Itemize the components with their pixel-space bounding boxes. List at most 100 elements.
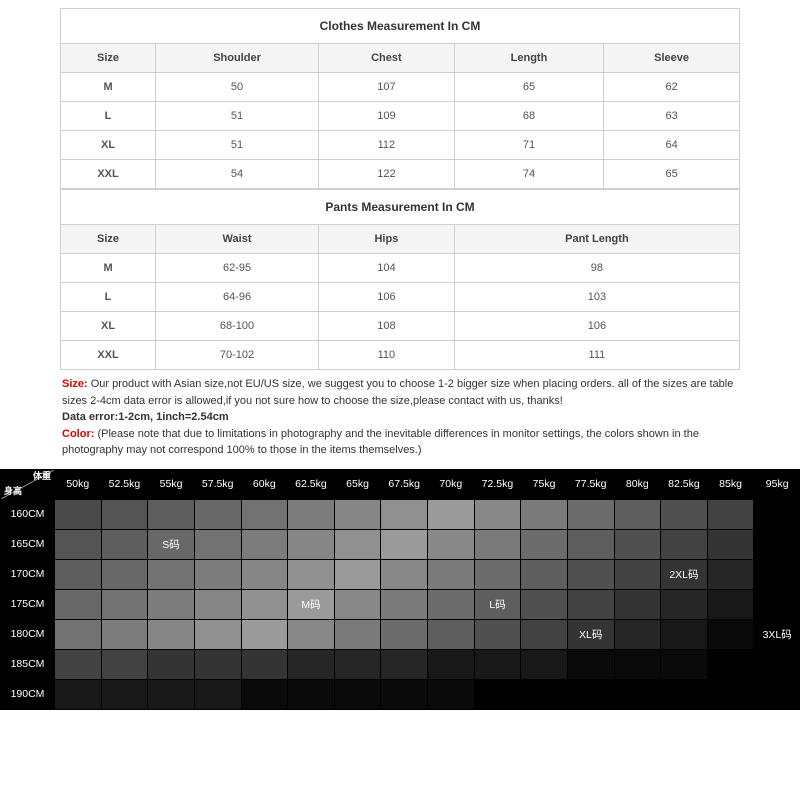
clothes-cell: 107 xyxy=(319,73,455,102)
heatmap-cell xyxy=(567,499,614,529)
heatmap-cell xyxy=(707,649,754,679)
pants-cell: XL xyxy=(61,312,156,341)
heatmap-cell xyxy=(101,559,148,589)
data-error-note: Data error:1-2cm, 1inch=2.54cm xyxy=(62,411,229,423)
heatmap-cell xyxy=(428,499,475,529)
heatmap-weight-header: 80kg xyxy=(614,469,661,499)
heatmap-cell: S码 xyxy=(148,529,195,559)
heatmap-height-header: 170CM xyxy=(1,559,55,589)
pants-col-header: Hips xyxy=(319,225,455,254)
heatmap-cell xyxy=(101,619,148,649)
heatmap-height-header: 175CM xyxy=(1,589,55,619)
heatmap-cell xyxy=(614,649,661,679)
heatmap-weight-header: 95kg xyxy=(754,469,800,499)
heatmap-cell xyxy=(194,679,241,709)
pants-cell: 103 xyxy=(454,283,739,312)
heatmap-cell xyxy=(567,559,614,589)
clothes-cell: 65 xyxy=(454,73,603,102)
heatmap-cell xyxy=(55,619,102,649)
heatmap-cell xyxy=(55,589,102,619)
heatmap-cell xyxy=(661,619,708,649)
heatmap-cell xyxy=(148,619,195,649)
heatmap-cell xyxy=(428,679,475,709)
heatmap-cell xyxy=(101,499,148,529)
heatmap-cell xyxy=(521,679,568,709)
clothes-cell: 122 xyxy=(319,160,455,189)
heatmap-cell xyxy=(707,499,754,529)
heatmap-cell xyxy=(241,559,288,589)
heatmap-cell xyxy=(194,559,241,589)
heatmap-cell xyxy=(754,679,800,709)
pants-title: Pants Measurement In CM xyxy=(61,190,740,225)
heatmap-cell xyxy=(754,559,800,589)
size-note-text: Our product with Asian size,not EU/US si… xyxy=(62,378,733,407)
heatmap-cell xyxy=(381,499,428,529)
clothes-row: XXL541227465 xyxy=(61,160,740,189)
heatmap-cell xyxy=(428,559,475,589)
heatmap-weight-header: 62.5kg xyxy=(288,469,335,499)
clothes-cell: 64 xyxy=(604,131,740,160)
heatmap-cell xyxy=(101,529,148,559)
heatmap-weight-header: 85kg xyxy=(707,469,754,499)
heatmap-cell xyxy=(101,589,148,619)
heatmap-cell xyxy=(707,589,754,619)
heatmap-weight-header: 72.5kg xyxy=(474,469,521,499)
heatmap-cell xyxy=(101,649,148,679)
heatmap-cell xyxy=(148,589,195,619)
pants-cell: 64-96 xyxy=(156,283,319,312)
heatmap-cell xyxy=(707,619,754,649)
size-heatmap-table: 体重身高50kg52.5kg55kg57.5kg60kg62.5kg65kg67… xyxy=(0,469,800,710)
clothes-col-header: Chest xyxy=(319,44,455,73)
heatmap-cell xyxy=(661,589,708,619)
heatmap-cell xyxy=(334,679,381,709)
clothes-title: Clothes Measurement In CM xyxy=(61,9,740,44)
clothes-cell: 51 xyxy=(156,131,319,160)
clothes-cell: 51 xyxy=(156,102,319,131)
heatmap-cell xyxy=(614,499,661,529)
heatmap-cell xyxy=(381,619,428,649)
size-note-label: Size: xyxy=(62,378,88,390)
heatmap-weight-header: 55kg xyxy=(148,469,195,499)
pants-col-header: Pant Length xyxy=(454,225,739,254)
heatmap-cell xyxy=(614,619,661,649)
color-note-label: Color: xyxy=(62,428,94,440)
heatmap-height-header: 165CM xyxy=(1,529,55,559)
clothes-row: M501076562 xyxy=(61,73,740,102)
heatmap-weight-header: 57.5kg xyxy=(194,469,241,499)
clothes-cell: 71 xyxy=(454,131,603,160)
heatmap-cell: M码 xyxy=(288,589,335,619)
pants-cell: XXL xyxy=(61,341,156,370)
heatmap-cell xyxy=(707,529,754,559)
clothes-cell: 62 xyxy=(604,73,740,102)
heatmap-cell xyxy=(194,619,241,649)
pants-col-header: Size xyxy=(61,225,156,254)
pants-cell: 108 xyxy=(319,312,455,341)
heatmap-cell: XL码 xyxy=(567,619,614,649)
heatmap-cell xyxy=(614,559,661,589)
heatmap-cell xyxy=(148,499,195,529)
heatmap-weight-header: 82.5kg xyxy=(661,469,708,499)
pants-cell: 104 xyxy=(319,254,455,283)
clothes-cell: 74 xyxy=(454,160,603,189)
heatmap-cell xyxy=(521,529,568,559)
heatmap-cell xyxy=(474,649,521,679)
pants-measurement-table: Pants Measurement In CMSizeWaistHipsPant… xyxy=(60,189,740,370)
pants-cell: 98 xyxy=(454,254,739,283)
heatmap-cell xyxy=(334,619,381,649)
heatmap-cell xyxy=(428,589,475,619)
heatmap-cell xyxy=(474,529,521,559)
heatmap-cell xyxy=(661,529,708,559)
heatmap-cell xyxy=(241,529,288,559)
heatmap-cell xyxy=(288,559,335,589)
heatmap-cell xyxy=(334,649,381,679)
clothes-col-header: Sleeve xyxy=(604,44,740,73)
heatmap-cell xyxy=(334,499,381,529)
pants-row: XXL70-102110111 xyxy=(61,341,740,370)
clothes-measurement-table: Clothes Measurement In CMSizeShoulderChe… xyxy=(60,8,740,189)
heatmap-cell xyxy=(55,499,102,529)
heatmap-height-header: 180CM xyxy=(1,619,55,649)
heatmap-corner: 体重身高 xyxy=(1,469,55,499)
heatmap-weight-header: 60kg xyxy=(241,469,288,499)
heatmap-cell xyxy=(288,529,335,559)
heatmap-cell xyxy=(474,619,521,649)
